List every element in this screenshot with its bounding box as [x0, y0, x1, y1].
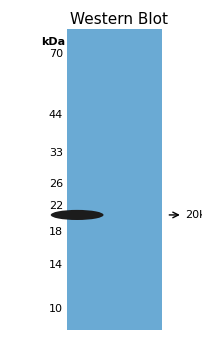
Ellipse shape — [50, 210, 103, 220]
Text: 22: 22 — [48, 201, 63, 211]
Bar — [67, 29, 162, 330]
Text: 10: 10 — [49, 304, 63, 314]
Text: 14: 14 — [48, 260, 63, 270]
Text: 20kDa: 20kDa — [184, 210, 202, 220]
Text: 44: 44 — [48, 110, 63, 120]
Text: 33: 33 — [49, 148, 63, 158]
Text: 18: 18 — [48, 227, 63, 237]
Text: 70: 70 — [48, 49, 63, 59]
Text: 26: 26 — [48, 179, 63, 189]
Text: kDa: kDa — [41, 37, 65, 47]
Text: Western Blot: Western Blot — [69, 12, 167, 27]
